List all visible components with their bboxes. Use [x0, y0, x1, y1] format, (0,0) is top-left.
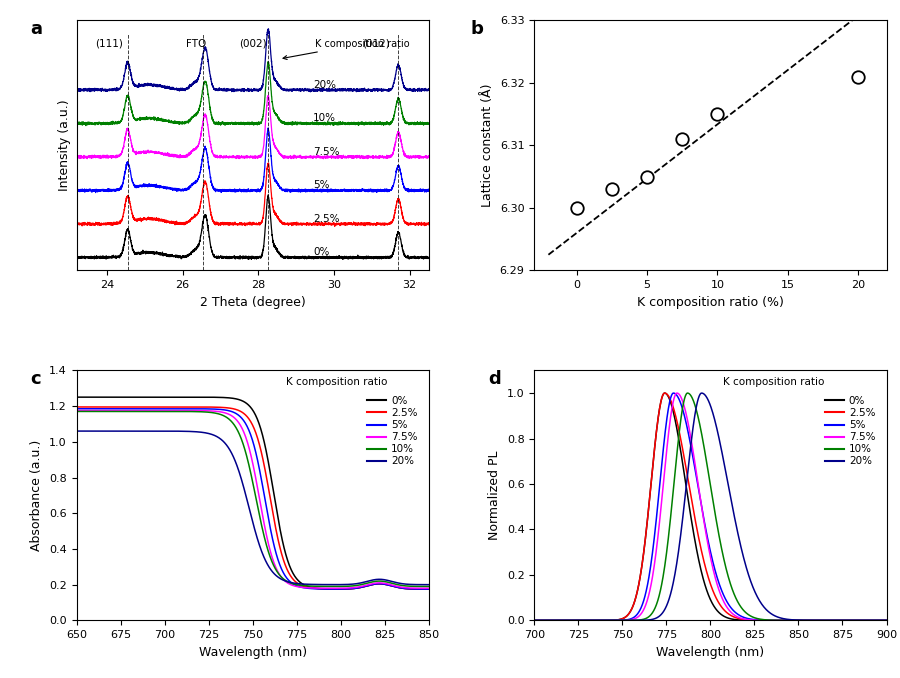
Text: K composition ratio: K composition ratio: [723, 376, 824, 386]
Y-axis label: Absorbance (a.u.): Absorbance (a.u.): [31, 440, 43, 551]
Legend: 0%, 2.5%, 5%, 7.5%, 10%, 20%: 0%, 2.5%, 5%, 7.5%, 10%, 20%: [821, 392, 879, 471]
Text: K composition ratio: K composition ratio: [283, 39, 410, 60]
Text: (002): (002): [238, 39, 266, 49]
Text: (012): (012): [362, 39, 390, 49]
Y-axis label: Intensity (a.u.): Intensity (a.u.): [58, 100, 71, 191]
Text: 10%: 10%: [313, 113, 337, 123]
Y-axis label: Lattice constant (Å): Lattice constant (Å): [482, 83, 494, 207]
Text: a: a: [31, 20, 42, 39]
X-axis label: Wavelength (nm): Wavelength (nm): [199, 645, 307, 658]
X-axis label: K composition ratio (%): K composition ratio (%): [637, 296, 784, 308]
Text: c: c: [31, 370, 41, 388]
Text: 2.5%: 2.5%: [313, 214, 339, 224]
Legend: 0%, 2.5%, 5%, 7.5%, 10%, 20%: 0%, 2.5%, 5%, 7.5%, 10%, 20%: [363, 392, 422, 471]
Text: K composition ratio: K composition ratio: [286, 376, 387, 386]
Text: 20%: 20%: [313, 80, 337, 89]
Text: 5%: 5%: [313, 180, 329, 191]
Text: 0%: 0%: [313, 247, 329, 258]
Text: 7.5%: 7.5%: [313, 147, 339, 157]
Text: FTO: FTO: [185, 39, 206, 49]
X-axis label: 2 Theta (degree): 2 Theta (degree): [200, 296, 305, 308]
X-axis label: Wavelength (nm): Wavelength (nm): [656, 645, 764, 658]
Text: d: d: [489, 370, 501, 388]
Text: (111): (111): [94, 39, 122, 49]
Y-axis label: Normalized PL: Normalized PL: [489, 451, 501, 540]
Text: b: b: [471, 20, 484, 39]
